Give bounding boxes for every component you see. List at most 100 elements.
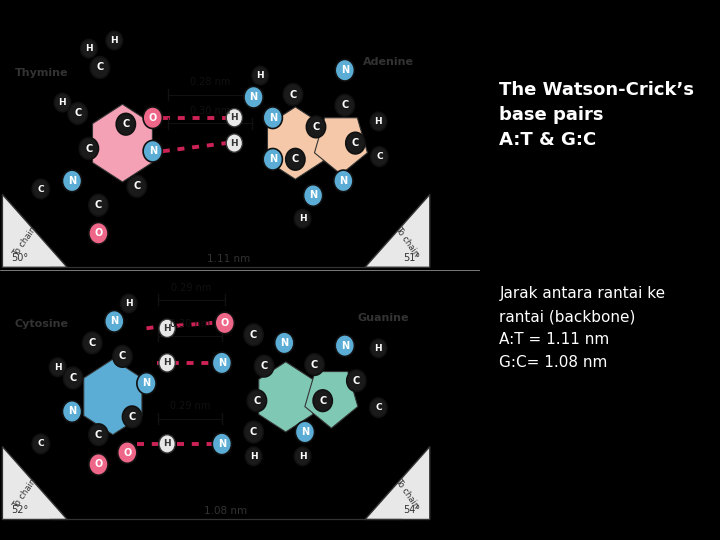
Circle shape (120, 294, 137, 313)
Circle shape (313, 390, 333, 411)
Text: H: H (163, 324, 171, 333)
Circle shape (244, 86, 264, 108)
Text: N: N (339, 176, 348, 186)
Text: 0.30 nm: 0.30 nm (170, 319, 210, 329)
Circle shape (346, 132, 365, 154)
Text: O: O (148, 113, 157, 123)
Text: 50°: 50° (11, 253, 28, 263)
Circle shape (63, 367, 83, 389)
Polygon shape (365, 447, 430, 519)
Circle shape (295, 421, 315, 443)
Circle shape (113, 346, 132, 367)
Circle shape (104, 310, 124, 332)
Text: C: C (122, 119, 130, 129)
Text: C: C (319, 396, 326, 406)
Circle shape (143, 107, 162, 129)
Circle shape (244, 421, 264, 443)
Text: The Watson-Crick’s
base pairs
A:T & G:C: The Watson-Crick’s base pairs A:T & G:C (500, 81, 694, 149)
Text: 0.29 nm: 0.29 nm (169, 401, 210, 411)
Polygon shape (84, 359, 142, 435)
Text: N: N (218, 358, 226, 368)
Text: H: H (163, 359, 171, 367)
Text: C: C (376, 152, 383, 161)
Circle shape (286, 148, 305, 170)
Text: H: H (230, 113, 238, 122)
Circle shape (212, 433, 231, 455)
Text: To chain: To chain (394, 225, 420, 259)
Text: C: C (95, 200, 102, 210)
Circle shape (370, 112, 387, 131)
Text: To chain: To chain (12, 477, 39, 511)
Circle shape (334, 170, 353, 192)
Text: 0.29 nm: 0.29 nm (171, 282, 212, 293)
Text: C: C (289, 90, 297, 99)
Text: H: H (256, 71, 264, 80)
Circle shape (122, 406, 142, 428)
Circle shape (246, 447, 262, 465)
Circle shape (226, 109, 243, 127)
Circle shape (63, 401, 81, 422)
Circle shape (32, 434, 50, 454)
Circle shape (226, 134, 243, 152)
Text: C: C (352, 138, 359, 148)
Text: N: N (148, 146, 157, 156)
Polygon shape (315, 118, 367, 174)
Text: O: O (94, 460, 102, 469)
Circle shape (89, 424, 108, 446)
Text: N: N (68, 407, 76, 416)
Text: 51°: 51° (403, 253, 420, 263)
Circle shape (137, 373, 156, 394)
Circle shape (83, 332, 102, 354)
Text: 1.11 nm: 1.11 nm (207, 253, 251, 264)
Text: H: H (299, 452, 307, 461)
Text: C: C (69, 373, 76, 383)
Circle shape (215, 312, 234, 334)
Polygon shape (92, 104, 153, 182)
Circle shape (252, 66, 269, 85)
Polygon shape (258, 362, 312, 432)
Text: C: C (133, 181, 140, 191)
Text: O: O (94, 228, 102, 238)
Text: C: C (253, 396, 261, 406)
Text: H: H (374, 117, 382, 126)
Circle shape (89, 222, 108, 244)
Text: N: N (341, 65, 349, 75)
Polygon shape (2, 194, 67, 267)
Text: C: C (261, 361, 268, 371)
Text: C: C (312, 122, 320, 132)
Text: C: C (250, 330, 257, 340)
Text: C: C (37, 185, 44, 193)
Text: N: N (250, 92, 258, 102)
Text: N: N (218, 439, 226, 449)
Circle shape (264, 107, 282, 129)
Circle shape (54, 93, 71, 112)
Circle shape (159, 354, 175, 372)
Text: C: C (74, 109, 81, 118)
Text: C: C (95, 430, 102, 440)
Text: Adenine: Adenine (363, 57, 413, 67)
Text: To chain: To chain (394, 477, 420, 511)
Circle shape (159, 319, 175, 338)
Circle shape (294, 210, 311, 228)
Circle shape (63, 170, 81, 192)
Circle shape (244, 324, 264, 346)
Text: N: N (309, 191, 318, 200)
Circle shape (305, 354, 324, 375)
Text: N: N (301, 427, 309, 437)
Circle shape (50, 358, 66, 376)
Circle shape (264, 148, 282, 170)
Circle shape (212, 352, 231, 374)
Text: 54°: 54° (403, 505, 420, 515)
Text: H: H (54, 363, 61, 372)
Text: C: C (353, 376, 360, 386)
Circle shape (159, 435, 175, 453)
Text: H: H (125, 299, 132, 308)
Polygon shape (2, 447, 67, 519)
Text: H: H (299, 214, 307, 223)
Circle shape (336, 94, 354, 116)
Text: To chain: To chain (12, 225, 39, 259)
Text: C: C (311, 360, 318, 369)
Text: 1.08 nm: 1.08 nm (204, 505, 247, 516)
Circle shape (248, 390, 266, 411)
Polygon shape (365, 194, 430, 267)
